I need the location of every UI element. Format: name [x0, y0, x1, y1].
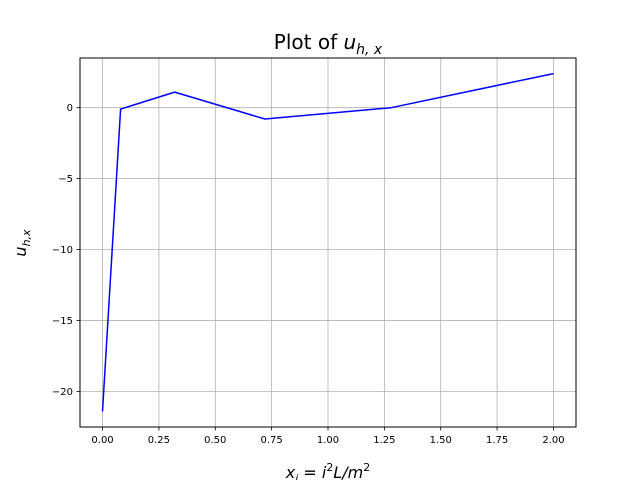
x-tick-label: 1.75 [486, 435, 508, 446]
series-line [101, 72, 554, 412]
y-ticks: −20 −15 −10 −5 0 [52, 103, 80, 398]
x-ticks: 0.00 0.25 0.50 0.75 1.00 1.25 1.50 1.75 2.00 [91, 427, 565, 446]
x-tick-label: 0.25 [148, 435, 170, 446]
y-tick-label: −10 [52, 245, 73, 256]
y-tick-label: −15 [52, 316, 73, 327]
x-tick-label: 0.50 [204, 435, 226, 446]
x-axis-label: xi = i2L/m2 [285, 461, 370, 480]
grid [80, 58, 576, 427]
x-tick-label: 2.00 [542, 435, 564, 446]
y-axis-label: uh,x [11, 229, 33, 257]
x-tick-label: 0.75 [261, 435, 283, 446]
y-tick-label: −20 [52, 387, 73, 398]
y-tick-label: −5 [58, 174, 73, 185]
x-tick-label: 1.00 [317, 435, 339, 446]
x-tick-label: 0.00 [91, 435, 113, 446]
series [101, 72, 554, 412]
y-tick-label: 0 [67, 103, 73, 114]
x-tick-label: 1.25 [373, 435, 395, 446]
x-tick-label: 1.50 [430, 435, 452, 446]
chart-title: Plot of uh, x [274, 30, 383, 58]
